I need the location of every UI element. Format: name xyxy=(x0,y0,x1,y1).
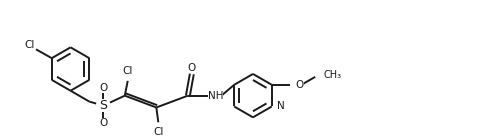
Text: N: N xyxy=(277,101,285,112)
Text: CH₃: CH₃ xyxy=(323,70,341,80)
Text: O: O xyxy=(99,83,107,93)
Text: O: O xyxy=(99,118,107,128)
Text: Cl: Cl xyxy=(24,40,34,50)
Text: O: O xyxy=(188,63,196,73)
Text: Cl: Cl xyxy=(153,127,163,137)
Text: O: O xyxy=(295,80,304,90)
Text: Cl: Cl xyxy=(123,66,133,76)
Text: NH: NH xyxy=(208,91,223,101)
Text: S: S xyxy=(99,99,107,112)
